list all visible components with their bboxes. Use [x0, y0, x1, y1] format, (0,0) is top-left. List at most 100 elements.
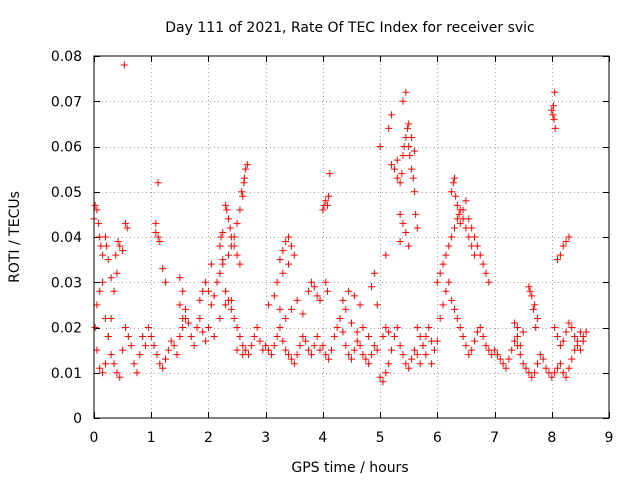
data-point: [533, 314, 541, 322]
data-point: [550, 115, 558, 123]
y-tick-label: 0.05: [51, 185, 82, 201]
data-point: [223, 206, 231, 214]
data-point: [202, 337, 210, 345]
data-point: [127, 342, 135, 350]
data-point: [93, 206, 101, 214]
data-point: [204, 287, 212, 295]
data-point: [556, 360, 564, 368]
data-point: [465, 215, 473, 223]
data-point: [408, 165, 416, 173]
data-point: [276, 324, 284, 331]
data-point: [336, 314, 344, 322]
data-point: [279, 247, 287, 255]
y-tick-label: 0.07: [51, 94, 82, 110]
data-point: [565, 319, 573, 327]
data-point: [159, 265, 167, 273]
data-point: [330, 333, 338, 341]
data-point: [406, 152, 414, 160]
data-point: [322, 351, 330, 359]
data-point: [325, 192, 333, 200]
data-point: [350, 292, 358, 300]
data-point: [393, 324, 401, 331]
data-point: [393, 174, 401, 182]
data-point: [473, 328, 481, 336]
data-point: [571, 333, 579, 341]
data-point: [240, 174, 248, 182]
data-point: [368, 351, 376, 359]
data-point: [529, 305, 537, 313]
data-point: [410, 188, 418, 196]
data-point: [262, 342, 270, 350]
data-point: [533, 360, 541, 368]
data-point: [565, 364, 573, 372]
data-point: [370, 269, 378, 277]
data-point: [282, 238, 290, 246]
data-point: [468, 224, 476, 232]
x-tick-label: 1: [147, 430, 156, 446]
x-tick-label: 4: [318, 430, 327, 446]
data-point: [479, 260, 487, 268]
data-point: [568, 355, 576, 363]
data-point: [227, 296, 235, 304]
data-point: [505, 355, 513, 363]
data-point: [568, 324, 576, 331]
data-point: [287, 355, 295, 363]
data-point: [270, 342, 278, 350]
data-point: [207, 301, 215, 309]
data-point: [91, 201, 99, 209]
data-point: [365, 333, 373, 341]
data-point: [313, 292, 321, 300]
data-point: [250, 333, 258, 341]
data-point: [496, 355, 504, 363]
data-point: [471, 233, 479, 241]
data-point: [493, 351, 501, 359]
data-point: [204, 324, 212, 331]
data-point: [325, 355, 333, 363]
data-point: [416, 360, 424, 368]
data-point: [236, 260, 244, 268]
data-point: [307, 278, 315, 286]
x-tick-label: 5: [376, 430, 385, 446]
data-point: [342, 305, 350, 313]
data-point: [430, 346, 438, 354]
data-point: [348, 355, 355, 363]
data-point: [525, 283, 533, 291]
data-point: [316, 346, 324, 354]
data-point: [388, 111, 396, 119]
data-point: [402, 88, 410, 96]
data-point: [536, 351, 544, 359]
data-point: [513, 333, 521, 341]
x-tick-label: 8: [547, 430, 556, 446]
data-point: [576, 346, 584, 354]
data-point: [142, 342, 149, 350]
data-point: [310, 283, 318, 291]
data-point: [528, 373, 536, 381]
data-point: [164, 346, 172, 354]
data-point: [359, 324, 367, 331]
data-point: [103, 242, 111, 250]
data-point: [287, 305, 295, 313]
data-point: [412, 210, 420, 218]
y-axis-label: ROTI / TECUs: [7, 191, 23, 283]
data-point: [96, 364, 104, 372]
data-point: [405, 364, 413, 372]
data-point: [227, 233, 235, 241]
data-point: [124, 333, 132, 341]
data-point: [413, 351, 421, 359]
data-point: [399, 152, 407, 160]
data-point: [462, 197, 470, 205]
data-point: [282, 346, 290, 354]
data-point: [179, 314, 187, 322]
data-point: [101, 360, 109, 368]
data-point: [448, 188, 456, 196]
data-point: [224, 215, 232, 223]
data-point: [399, 351, 407, 359]
data-point: [121, 324, 129, 331]
data-point: [187, 333, 195, 341]
data-point: [436, 314, 444, 322]
data-point: [482, 269, 490, 277]
data-point: [101, 233, 109, 241]
data-point: [519, 360, 527, 368]
data-point: [302, 337, 310, 345]
data-point: [319, 206, 327, 214]
